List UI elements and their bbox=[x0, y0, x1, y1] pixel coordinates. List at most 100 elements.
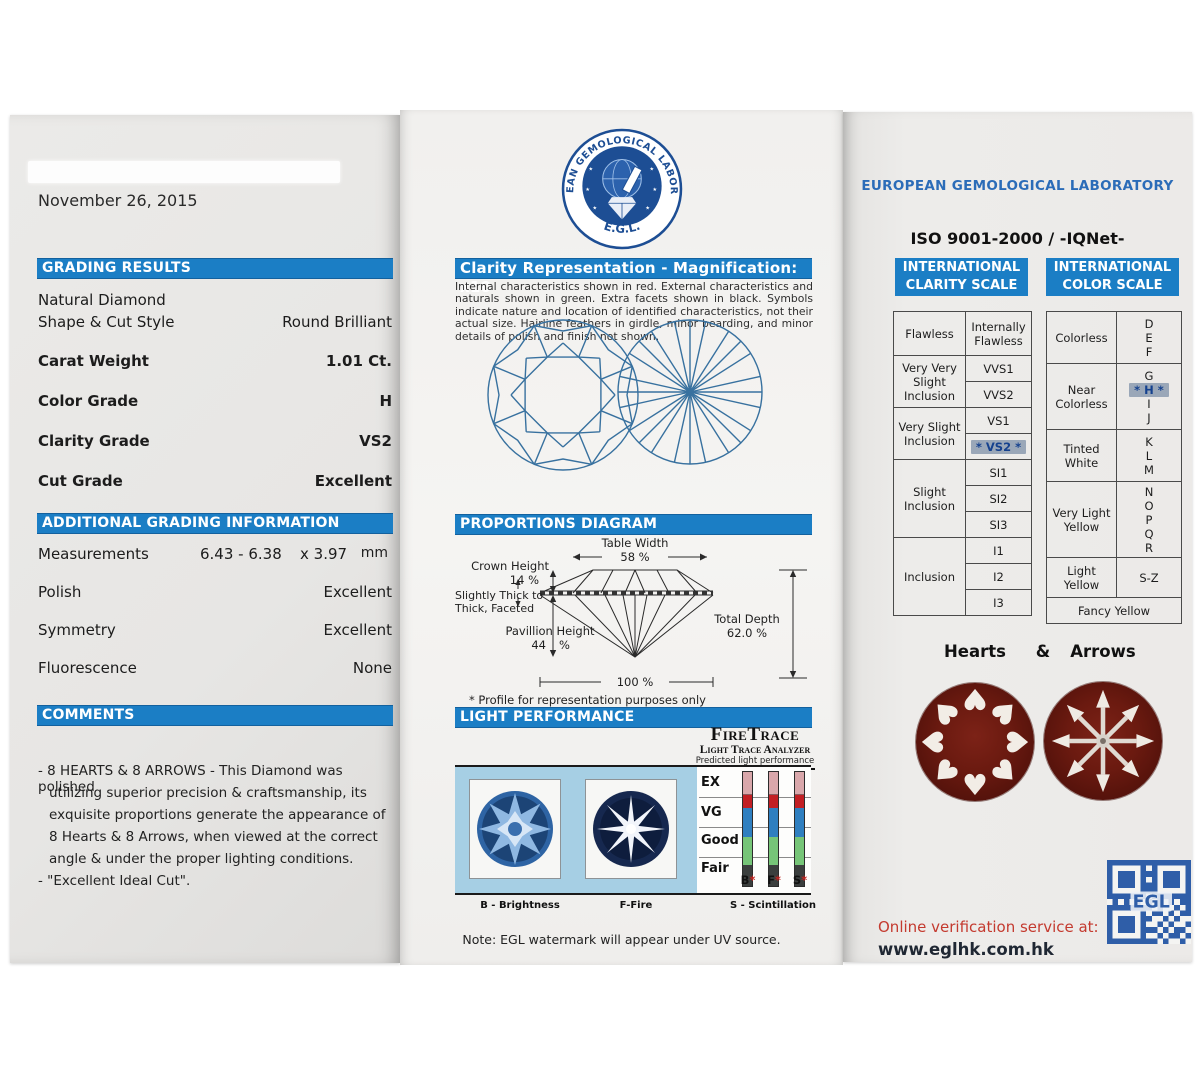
heart-icon: ♥ bbox=[962, 768, 988, 802]
light-performance-chart: EX VG Good Fair B* F* S* bbox=[455, 765, 811, 895]
table-row: Fancy Yellow bbox=[1046, 597, 1182, 624]
table-row: VVS2 bbox=[894, 381, 1032, 408]
hearts-pattern-image: ♥ ♥ ♥ ♥ ♥ ♥ ♥ ♥ bbox=[915, 682, 1035, 802]
middle-panel: EUROPEAN GEMOLOGICAL LABORATORY ★★ ★★ ★★… bbox=[400, 110, 843, 965]
row-label: Fluorescence bbox=[38, 659, 137, 677]
light-performance-header: LIGHT PERFORMANCE bbox=[455, 707, 812, 728]
firetrace-logo: FireTrace Light Trace Analyzer Predicted… bbox=[695, 725, 815, 770]
row-carat-weight: Carat Weight 1.01 Ct. bbox=[38, 352, 392, 370]
svg-text:★: ★ bbox=[653, 187, 658, 193]
right-panel: EUROPEAN GEMOLOGICAL LABORATORY ISO 9001… bbox=[843, 112, 1192, 962]
svg-text:★: ★ bbox=[593, 205, 598, 211]
row-symmetry: Symmetry Excellent bbox=[38, 621, 392, 639]
row-value: Excellent bbox=[323, 621, 392, 639]
grade-label-good: Good bbox=[701, 833, 739, 848]
firetrace-subtitle: Light Trace Analyzer bbox=[699, 744, 811, 756]
fire-caption: F-Fire bbox=[619, 900, 653, 911]
table-row: SI2 bbox=[894, 485, 1032, 512]
measurement-depth: x 3.97 bbox=[300, 545, 348, 563]
girdle-label-line1: Slightly Thick to bbox=[455, 589, 544, 602]
row-label: Measurements bbox=[38, 545, 149, 563]
bar-label-b: B* bbox=[740, 873, 756, 887]
table-row: Flawless Internally Flawless bbox=[893, 311, 1032, 356]
diamond-crown-view-diagram bbox=[487, 319, 639, 471]
clarity-scale-title: INTERNATIONAL CLARITY SCALE bbox=[895, 258, 1028, 296]
row-fluorescence: Fluorescence None bbox=[38, 659, 392, 677]
svg-text:★: ★ bbox=[588, 167, 593, 173]
bar-label-s: S* bbox=[792, 873, 808, 887]
row-label: Color Grade bbox=[38, 392, 139, 410]
row-measurements: Measurements 6.43 - 6.38 x 3.97 mm bbox=[38, 545, 392, 563]
row-value: None bbox=[352, 659, 392, 677]
scintillation-score-bar bbox=[794, 771, 805, 887]
left-panel: November 26, 2015 GRADING RESULTS Natura… bbox=[10, 115, 400, 963]
comment-line: - "Excellent Ideal Cut". bbox=[38, 873, 191, 889]
svg-text:★: ★ bbox=[649, 167, 654, 173]
clarity-note: Internal characteristics shown in red. E… bbox=[455, 280, 813, 343]
issue-date: November 26, 2015 bbox=[38, 191, 198, 210]
row-value: Excellent bbox=[314, 472, 392, 490]
row-label: Carat Weight bbox=[38, 352, 149, 370]
table-row: Very Very Slight Inclusion VVS1 bbox=[893, 355, 1032, 408]
proportions-diagram: Table Width 58 % Crown Height 14 % Sligh… bbox=[455, 536, 811, 708]
brightness-diamond-image bbox=[477, 791, 553, 867]
row-polish: Polish Excellent bbox=[38, 583, 392, 601]
row-shape-cut: Shape & Cut Style Round Brilliant bbox=[38, 313, 392, 331]
proportions-diagram-header: PROPORTIONS DIAGRAM bbox=[455, 514, 812, 535]
highlighted-color-grade: * H * bbox=[1129, 382, 1169, 397]
row-label: Shape & Cut Style bbox=[38, 313, 175, 331]
row-value: Excellent bbox=[323, 583, 392, 601]
grade-label-fair: Fair bbox=[701, 861, 729, 876]
verification-url: www.eglhk.com.hk bbox=[878, 940, 1054, 959]
crown-height-value: 14 % bbox=[509, 573, 539, 587]
pavilion-height-unit: % bbox=[559, 638, 570, 652]
clarity-representation-header: Clarity Representation - Magnification: … bbox=[455, 258, 812, 296]
qr-code: EGL bbox=[1107, 860, 1191, 944]
comment-line: 8 Hearts & 8 Arrows, when viewed at the … bbox=[49, 829, 378, 845]
fire-sample-box bbox=[585, 779, 677, 879]
pavilion-height-value: 44 bbox=[531, 638, 546, 652]
row-value: H bbox=[379, 392, 392, 410]
comments-header: COMMENTS bbox=[37, 705, 393, 726]
brightness-sample-box bbox=[469, 779, 561, 879]
highlighted-clarity-grade: * VS2 * bbox=[970, 439, 1027, 454]
svg-text:★: ★ bbox=[645, 205, 650, 211]
grade-gridline bbox=[699, 797, 811, 798]
row-label: Natural Diamond bbox=[38, 291, 166, 309]
brightness-score-bar bbox=[742, 771, 753, 887]
redacted-certificate-number bbox=[28, 161, 340, 183]
bar-label-f: F* bbox=[767, 873, 781, 887]
pavilion-height-label: Pavillion Height bbox=[505, 624, 595, 638]
color-scale-table: Colorless D E F Near Colorless G * H * I J… bbox=[1046, 311, 1182, 624]
arrows-title: Arrows bbox=[1070, 642, 1136, 661]
grade-label-ex: EX bbox=[701, 775, 720, 790]
comment-line: exquisite proportions generate the appea… bbox=[49, 807, 386, 823]
lab-name-header: EUROPEAN GEMOLOGICAL LABORATORY bbox=[861, 178, 1174, 194]
comment-line: angle & under the proper lighting condit… bbox=[49, 851, 354, 867]
uv-watermark-note: Note: EGL watermark will appear under UV… bbox=[462, 932, 781, 947]
ampersand: & bbox=[1035, 642, 1051, 661]
row-label: Polish bbox=[38, 583, 82, 601]
color-scale-title: INTERNATIONAL COLOR SCALE bbox=[1046, 258, 1179, 296]
row-label: Symmetry bbox=[38, 621, 116, 639]
table-row: Inclusion I1 bbox=[893, 537, 1032, 616]
row-value: VS2 bbox=[359, 432, 392, 450]
table-row: Slight Inclusion SI1 bbox=[893, 459, 1032, 538]
girdle-label-line2: Thick, Faceted bbox=[455, 602, 535, 615]
table-row: I3 bbox=[894, 589, 1032, 616]
diamond-pavilion-view-diagram bbox=[617, 319, 763, 465]
arrows-pattern-image bbox=[1044, 682, 1162, 800]
svg-text:★: ★ bbox=[585, 187, 590, 193]
table-row: Very Slight Inclusion VS1 bbox=[893, 407, 1032, 460]
scintillation-caption: S - Scintillation bbox=[729, 900, 816, 911]
egl-seal-logo: EUROPEAN GEMOLOGICAL LABORATORY ★★ ★★ ★★… bbox=[561, 128, 683, 250]
grading-results-header: GRADING RESULTS bbox=[37, 258, 393, 279]
clarity-scale-table: Flawless Internally Flawless Very Very S… bbox=[893, 311, 1032, 616]
svg-text:E.G.L.: E.G.L. bbox=[602, 219, 642, 236]
total-depth-value: 62.0 % bbox=[726, 626, 768, 640]
comment-line: - 8 HEARTS & 8 ARROWS - This Diamond was… bbox=[38, 763, 343, 795]
additional-grading-header: ADDITIONAL GRADING INFORMATION bbox=[37, 513, 393, 534]
table-width-label: Table Width bbox=[601, 536, 669, 550]
logo-stars: ★ ★ ★ ★ ★ ★ bbox=[585, 167, 657, 212]
measurement-unit: mm bbox=[360, 545, 388, 561]
